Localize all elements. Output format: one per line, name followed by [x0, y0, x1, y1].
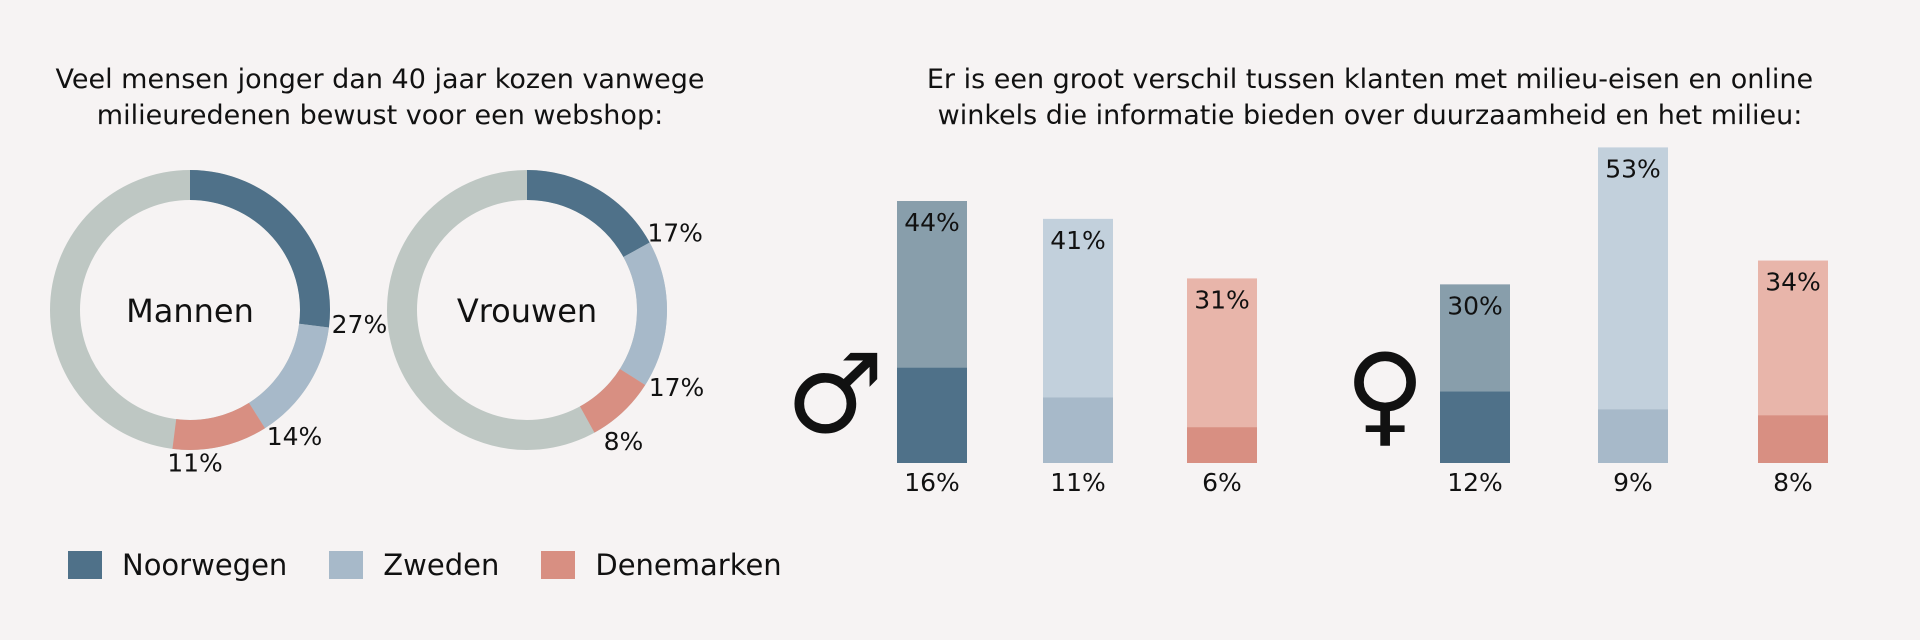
bar-part-label-male-denemarken: 6% — [1202, 468, 1242, 497]
donut-slice-mannen-zweden — [248, 323, 329, 429]
donut-label-mannen-zweden: 14% — [267, 422, 323, 451]
legend-item-zweden: Zweden — [329, 548, 499, 582]
legend-swatch-denemarken — [541, 551, 576, 579]
donut-slice-vrouwen-noorwegen — [526, 170, 650, 258]
legend-label-noorwegen: Noorwegen — [122, 548, 288, 582]
donut-slice-mannen-denemarken — [172, 402, 266, 450]
legend-item-noorwegen: Noorwegen — [68, 548, 287, 582]
donut-label-mannen-noorwegen: 27% — [332, 310, 388, 339]
bar-part-label-female-denemarken: 8% — [1773, 468, 1813, 497]
bar-part-male-denemarken — [1187, 427, 1257, 463]
donut-slice-mannen-noorwegen — [189, 170, 330, 328]
gender-male-icon: ♂ — [786, 330, 885, 458]
donut-label-vrouwen-noorwegen: 17% — [647, 219, 703, 248]
bar-part-label-female-noorwegen: 12% — [1447, 468, 1503, 497]
bar-total-label-male-noorwegen: 44% — [904, 208, 960, 237]
legend-item-denemarken: Denemarken — [541, 548, 782, 582]
bar-total-label-female-denemarken: 34% — [1765, 268, 1821, 297]
bar-part-label-male-zweden: 11% — [1050, 468, 1106, 497]
bar-chart-title: Er is een groot verschil tussen klanten … — [926, 64, 1814, 131]
bar-part-male-zweden — [1043, 397, 1113, 463]
bar-part-female-noorwegen — [1440, 391, 1510, 463]
bar-part-female-denemarken — [1758, 415, 1828, 463]
bar-total-label-female-zweden: 53% — [1605, 154, 1661, 183]
legend-label-zweden: Zweden — [383, 548, 500, 582]
donut-center-label-mannen: Mannen — [126, 292, 254, 330]
donut-slice-vrouwen-zweden — [619, 242, 667, 386]
bar-part-label-female-zweden: 9% — [1613, 468, 1653, 497]
bar-total-label-male-denemarken: 31% — [1194, 285, 1250, 314]
gender-female-icon: ♀ — [1345, 330, 1426, 458]
donut-chart-title: Veel mensen jonger dan 40 jaar kozen van… — [55, 64, 705, 131]
donut-center-label-vrouwen: Vrouwen — [457, 292, 597, 330]
donut-label-vrouwen-zweden: 17% — [649, 373, 705, 402]
legend-label-denemarken: Denemarken — [595, 548, 782, 582]
bar-total-label-male-zweden: 41% — [1050, 226, 1106, 255]
legend-swatch-noorwegen — [68, 551, 102, 579]
donut-slice-vrouwen-denemarken — [579, 368, 646, 433]
donut-label-mannen-denemarken: 11% — [167, 448, 223, 477]
bar-part-label-male-noorwegen: 16% — [904, 468, 960, 497]
legend: Noorwegen Zweden Denemarken — [68, 548, 824, 582]
legend-swatch-zweden — [329, 551, 364, 579]
bar-part-male-noorwegen — [897, 367, 967, 463]
bar-part-female-zweden — [1598, 409, 1668, 463]
donut-label-vrouwen-denemarken: 8% — [604, 427, 644, 456]
bar-total-label-female-noorwegen: 30% — [1447, 291, 1503, 320]
